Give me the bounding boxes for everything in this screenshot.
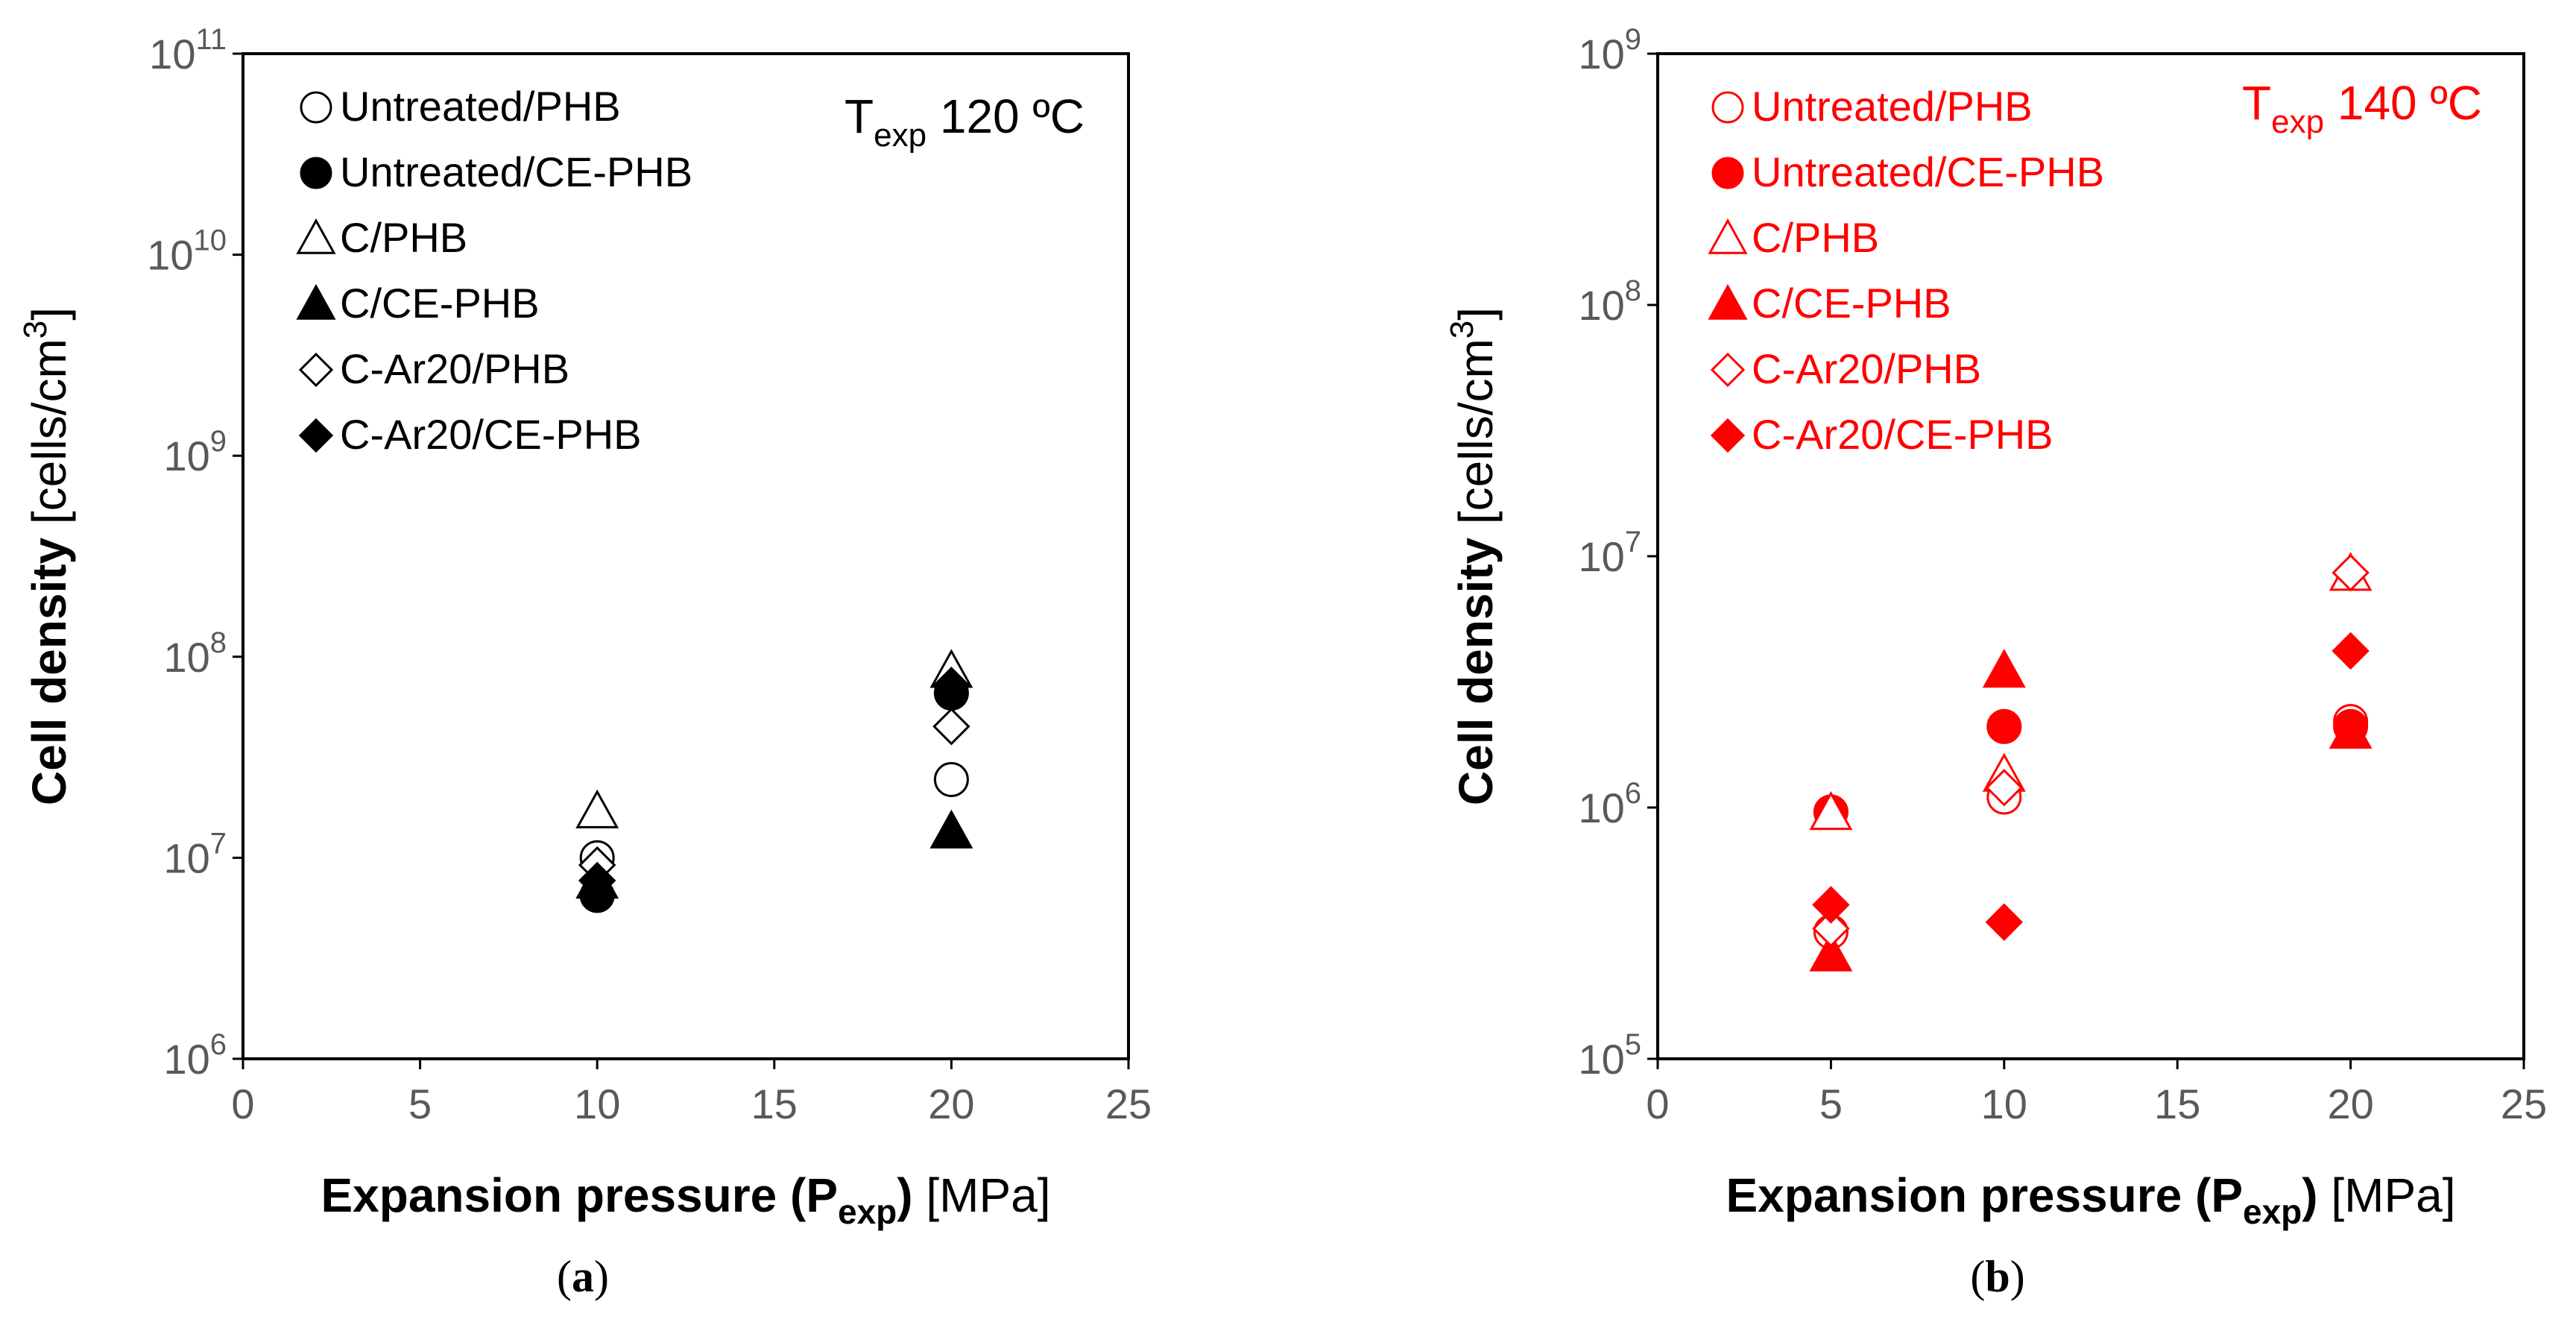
panel-a-point-c-ce-phb: [929, 809, 973, 849]
panel-a-legend: Untreated/PHB Untreated/CE-PHB C/PHB C/CE-P…: [296, 83, 692, 458]
panel-a-legend-label: C/CE-PHB: [340, 280, 540, 327]
panel-b-y-tick-label: 107: [1578, 526, 1641, 580]
panel-b-subcaption: (b): [1970, 1252, 2024, 1301]
panel-a-x-tick-label: 5: [408, 1080, 432, 1127]
panel-b-point-c-ar20-ce-phb: [1812, 886, 1850, 924]
panel-b-x-tick-label: 5: [1819, 1080, 1843, 1127]
panel-b-legend-marker: [1710, 418, 1746, 453]
panel-a-x-tick-label: 25: [1105, 1080, 1152, 1127]
panel-b-point-c-ar20-ce-phb: [2332, 632, 2370, 670]
panel-a-point-c-ar20-ce-phb: [578, 861, 616, 900]
panel-a-point-c-ar20-phb: [932, 708, 970, 746]
panel-b-legend-label: Untreated/PHB: [1752, 83, 2033, 130]
panel-b-point-c-ar20-phb: [1812, 910, 1850, 948]
panel-b-x-tick-label: 25: [2501, 1080, 2547, 1127]
panel-b-legend-marker: [1711, 157, 1744, 189]
panel-a-x-ticks: 0 5 10 15 20 25: [231, 1059, 1152, 1127]
panel-b-point-c-ar20-phb: [1985, 769, 2024, 807]
panel-b-markers: [1809, 552, 2373, 972]
panel-a-legend-marker: [296, 283, 336, 320]
panel-b-point-c-ce-phb: [2329, 710, 2373, 749]
panel-b-legend-label: C-Ar20/CE-PHB: [1752, 411, 2053, 458]
panel-b-y-tick-label: 109: [1578, 23, 1641, 78]
panel-a-point-c-phb: [575, 789, 619, 828]
panel-a-legend-label: Untreated/CE-PHB: [340, 148, 692, 195]
panel-a-point-untreated-phb: [933, 761, 969, 797]
panel-b-point-c-phb: [1809, 791, 1853, 831]
panel-a-legend-marker: [298, 352, 334, 388]
panel-a-x-axis-title: Expansion pressure (Pexp) [MPa]: [321, 1168, 1050, 1231]
panel-b-x-tick-label: 0: [1646, 1080, 1669, 1127]
panel-b-x-tick-label: 15: [2154, 1080, 2200, 1127]
panel-b-point-c-ce-phb: [1809, 932, 1853, 972]
panel-b-legend-marker: [1708, 283, 1748, 320]
panel-a-y-tick-label: 109: [163, 425, 227, 479]
panel-b-x-axis-title: Expansion pressure (Pexp) [MPa]: [1726, 1168, 2455, 1231]
panel-a-x-tick-label: 0: [231, 1080, 254, 1127]
panel-b-y-axis-title: Cell density [cells/cm3]: [1444, 307, 1503, 805]
panel-b-temperature-label: Texp 140 ºC: [2242, 76, 2482, 140]
panel-b-y-tick-label: 106: [1578, 777, 1641, 831]
panel-a-plot-area: [242, 52, 1130, 1060]
panel-b-legend-label: C/PHB: [1752, 214, 1879, 261]
panel-b-x-ticks: 0 5 10 15 20 25: [1646, 1059, 2547, 1127]
panel-a-temperature-label: Texp 120 ºC: [845, 89, 1085, 154]
panel-b-legend-marker: [1710, 352, 1746, 388]
panel-a-markers: [575, 649, 973, 913]
panel-a-legend-marker: [300, 91, 332, 124]
panel-b-point-c-ar20-ce-phb: [1985, 903, 2024, 941]
panel-a-x-tick-label: 20: [928, 1080, 974, 1127]
panel-b-legend-label: C/CE-PHB: [1752, 280, 1951, 327]
panel-a-subcaption: (a): [557, 1252, 609, 1301]
panel-a-y-tick-label: 1010: [147, 224, 227, 279]
panel-b-legend-marker: [1711, 91, 1744, 124]
panel-a-legend-label: C-Ar20/CE-PHB: [340, 411, 642, 458]
panel-b-y-tick-label: 105: [1578, 1028, 1641, 1083]
panel-a-y-tick-label: 1011: [149, 23, 227, 78]
panel-b-y-tick-label: 108: [1578, 274, 1641, 329]
panel-b-y-ticks: 105 106 107 108 109: [1578, 23, 1658, 1083]
panel-a: 106 107 108 109 1010 1011 0 5 10 15 20 25 Untreate…: [17, 23, 1152, 1301]
panel-b-point-untreated-ce-phb: [1986, 708, 2022, 744]
panel-a-y-axis-title: Cell density [cells/cm3]: [17, 307, 76, 805]
panel-a-y-tick-label: 107: [163, 827, 227, 881]
panel-b: 105 106 107 108 109 0 5 10 15 20 25 Untreated/PHB…: [1444, 23, 2547, 1301]
panel-b-plot-area: [1656, 52, 2525, 1060]
panel-b-point-c-ce-phb: [1982, 649, 2026, 688]
panel-a-legend-label: C/PHB: [340, 214, 467, 261]
panel-a-y-tick-label: 106: [163, 1028, 227, 1083]
panel-a-x-tick-label: 10: [574, 1080, 620, 1127]
panel-a-x-tick-label: 15: [751, 1080, 798, 1127]
panel-b-legend-label: Untreated/CE-PHB: [1752, 148, 2104, 195]
panel-b-legend-label: C-Ar20/PHB: [1752, 345, 1981, 392]
panel-a-y-ticks: 106 107 108 109 1010 1011: [147, 23, 243, 1083]
panel-a-legend-label: Untreated/PHB: [340, 83, 621, 130]
panel-a-legend-marker: [298, 418, 334, 453]
panel-b-point-c-ar20-phb: [2332, 553, 2370, 592]
panel-b-legend: Untreated/PHB Untreated/CE-PHB C/PHB C/CE-P…: [1708, 83, 2104, 458]
panel-a-point-c-ar20-ce-phb: [932, 667, 970, 705]
panel-b-x-tick-label: 10: [1981, 1080, 2027, 1127]
panel-a-legend-marker: [300, 157, 332, 189]
panel-b-x-tick-label: 20: [2327, 1080, 2373, 1127]
panel-a-y-tick-label: 108: [163, 626, 227, 681]
panel-a-legend-marker: [296, 218, 336, 254]
panel-b-legend-marker: [1708, 218, 1748, 254]
panel-a-legend-label: C-Ar20/PHB: [340, 345, 569, 392]
